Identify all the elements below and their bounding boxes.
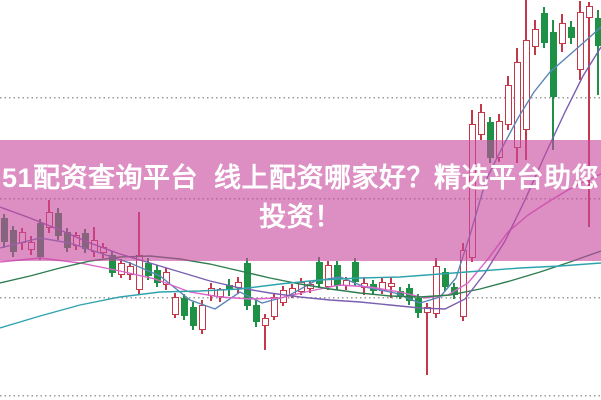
promo-banner: 51配资查询平台 线上配资哪家好？精选平台助您 投资！ [0,140,601,261]
candle-wick [426,303,428,375]
candle-body [531,29,539,47]
candle-body [423,307,431,313]
dotted-gridline [0,395,601,397]
candle-body [522,40,530,130]
candle-body [198,305,206,330]
candle-body [504,85,512,125]
candle-body [549,32,557,97]
candle-body [585,6,593,18]
candle-body [171,297,179,315]
candle-body [243,263,251,306]
dotted-gridline [0,97,601,99]
banner-title: 51配资查询平台 线上配资哪家好？精选平台助您 [1,163,600,193]
candle-body [180,298,188,316]
candle-body [117,263,125,275]
candle-body [414,298,422,313]
candle-body [351,262,359,282]
candle-wick [588,2,590,227]
banner-subtitle: 投资！ [259,202,342,232]
ma-line-teal [0,262,601,329]
candle-body [441,272,449,287]
dotted-gridline [0,297,601,299]
candle-body [324,265,332,287]
candle-wick [264,314,266,350]
candle-body [252,305,260,322]
candle-body [189,307,197,326]
candle-body [558,23,566,44]
candle-wick [390,277,392,298]
candle-body [261,318,269,326]
candle-body [126,266,134,275]
candle-body [477,112,485,135]
candle-body [567,27,575,38]
candle-body [540,13,548,43]
candle-body [387,283,395,287]
candle-body [432,266,440,314]
candle-body [576,12,584,70]
candle-body [315,262,323,284]
